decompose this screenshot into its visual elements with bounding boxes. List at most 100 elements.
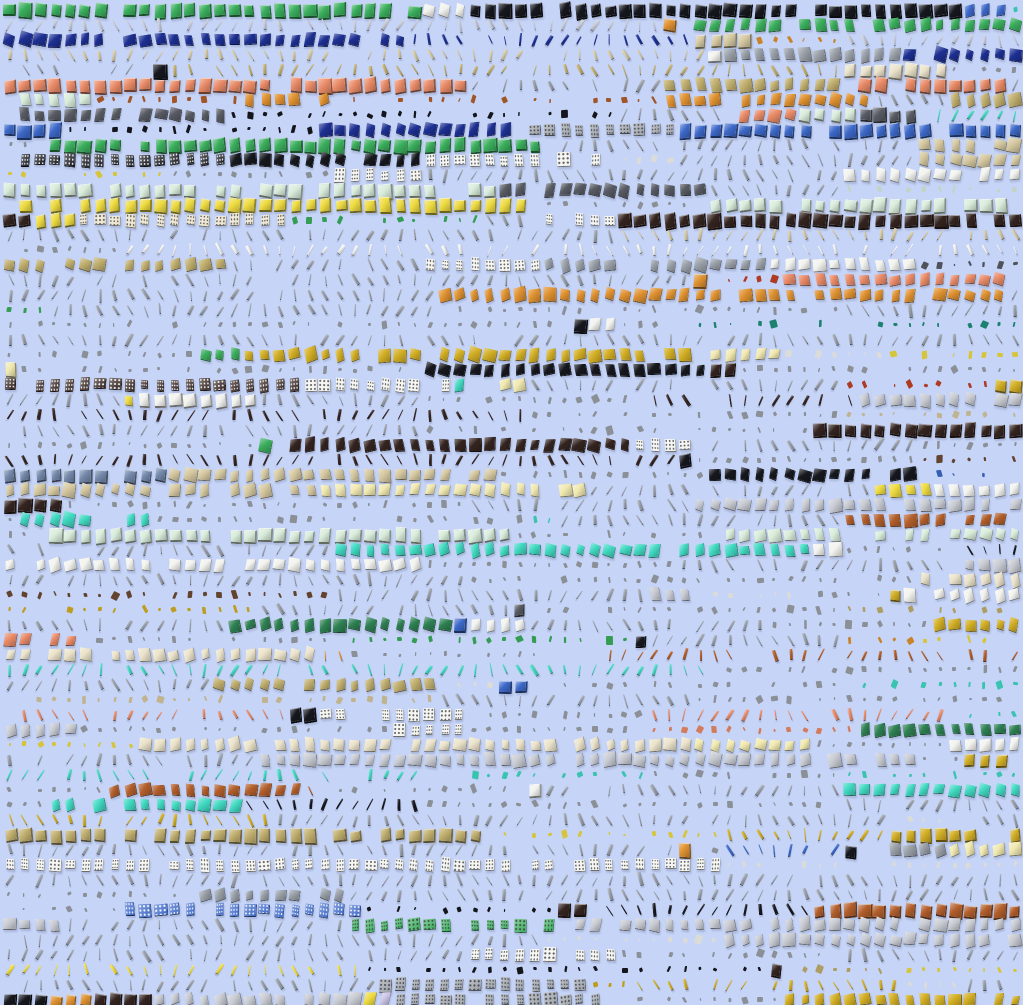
- object-thumb: [578, 48, 581, 61]
- object-thumb: [92, 378, 106, 390]
- object-thumb: [485, 694, 493, 707]
- object-thumb: [153, 184, 166, 200]
- object-thumb: [215, 620, 224, 632]
- object-thumb: [652, 620, 658, 631]
- object-thumb: [126, 244, 134, 255]
- object-thumb: [964, 391, 976, 407]
- object-thumb: [935, 152, 946, 167]
- object-thumb: [308, 844, 312, 856]
- object-thumb: [65, 829, 77, 843]
- object-thumb: [756, 184, 762, 195]
- object-thumb: [773, 802, 777, 807]
- object-thumb: [904, 527, 914, 541]
- object-thumb: [622, 562, 627, 568]
- object-thumb: [81, 32, 90, 47]
- object-thumb: [814, 992, 825, 1005]
- object-thumb: [737, 498, 753, 513]
- object-thumb: [331, 992, 348, 1005]
- object-thumb: [741, 185, 749, 196]
- object-thumb: [936, 261, 943, 270]
- object-thumb: [639, 19, 641, 32]
- object-thumb: [904, 167, 917, 183]
- object-thumb: [920, 392, 931, 409]
- object-thumb: [367, 571, 373, 587]
- object-thumb: [651, 200, 659, 208]
- object-thumb: [968, 967, 972, 973]
- object-thumb: [649, 737, 662, 753]
- object-thumb: [156, 379, 165, 393]
- object-thumb: [966, 667, 971, 671]
- object-thumb: [66, 787, 71, 793]
- object-thumb: [622, 833, 626, 836]
- object-thumb: [832, 682, 836, 687]
- object-thumb: [904, 214, 919, 229]
- object-thumb: [588, 317, 602, 331]
- object-thumb: [169, 558, 182, 573]
- object-thumb: [52, 873, 57, 886]
- object-thumb: [697, 167, 704, 181]
- object-thumb: [272, 349, 286, 362]
- object-thumb: [200, 978, 208, 991]
- object-thumb: [666, 258, 676, 274]
- object-thumb: [457, 653, 461, 658]
- object-thumb: [290, 980, 299, 991]
- object-thumb: [996, 949, 1004, 960]
- object-thumb: [1012, 681, 1018, 686]
- object-thumb: [395, 377, 407, 394]
- object-thumb: [800, 63, 809, 77]
- object-thumb: [788, 622, 792, 626]
- object-thumb: [21, 740, 26, 747]
- object-thumb: [112, 395, 120, 406]
- object-thumb: [394, 828, 405, 842]
- object-thumb: [384, 947, 387, 961]
- object-thumb: [366, 303, 372, 315]
- object-thumb: [620, 334, 630, 346]
- object-thumb: [742, 634, 748, 645]
- object-thumb: [53, 964, 58, 977]
- object-thumb: [21, 366, 27, 373]
- object-thumb: [3, 79, 17, 95]
- object-thumb: [98, 947, 101, 961]
- object-thumb: [504, 274, 507, 287]
- object-thumb: [875, 215, 886, 229]
- object-thumb: [679, 78, 692, 91]
- object-thumb: [727, 696, 733, 702]
- object-thumb: [832, 243, 839, 256]
- object-thumb: [471, 589, 479, 601]
- object-thumb: [407, 4, 423, 19]
- object-thumb: [682, 202, 686, 208]
- object-thumb: [548, 65, 551, 76]
- object-thumb: [38, 843, 43, 857]
- object-thumb: [1009, 724, 1021, 736]
- object-thumb: [307, 604, 312, 615]
- object-thumb: [578, 412, 581, 417]
- object-thumb: [336, 843, 344, 855]
- object-thumb: [231, 334, 240, 345]
- object-thumb: [67, 663, 75, 675]
- object-thumb: [127, 368, 131, 372]
- object-thumb: [321, 858, 331, 872]
- object-thumb: [532, 652, 535, 657]
- object-thumb: [473, 426, 477, 435]
- object-thumb: [694, 769, 704, 779]
- object-thumb: [396, 813, 404, 826]
- object-thumb: [442, 516, 447, 521]
- object-thumb: [470, 94, 477, 104]
- object-thumb: [1007, 392, 1023, 407]
- object-thumb: [978, 18, 991, 31]
- object-thumb: [921, 260, 930, 269]
- object-thumb: [992, 17, 1006, 31]
- object-thumb: [787, 710, 793, 720]
- object-thumb: [860, 514, 871, 526]
- object-thumb: [982, 799, 988, 811]
- object-thumb: [20, 648, 32, 660]
- object-thumb: [278, 245, 281, 255]
- object-thumb: [682, 140, 686, 150]
- object-thumb: [783, 544, 796, 558]
- object-thumb: [860, 3, 872, 17]
- object-thumb: [336, 424, 345, 435]
- object-thumb: [141, 711, 149, 721]
- object-thumb: [394, 484, 406, 497]
- object-thumb: [906, 230, 914, 242]
- object-thumb: [833, 772, 835, 778]
